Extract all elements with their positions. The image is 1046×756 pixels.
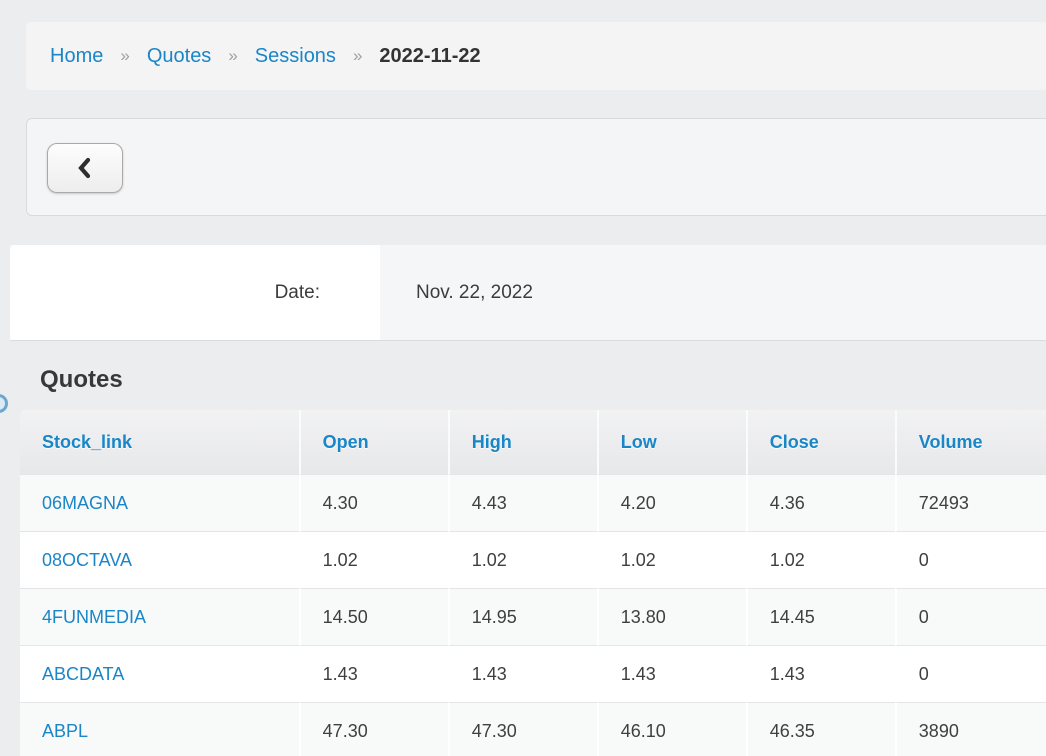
low-cell: 1.02	[596, 531, 746, 588]
breadcrumb-separator: »	[120, 46, 130, 65]
open-cell: 1.43	[298, 645, 448, 702]
table-row: ABPL 47.30 47.30 46.10 46.35 3890	[20, 702, 1046, 756]
low-cell: 1.43	[596, 645, 746, 702]
low-cell: 13.80	[596, 588, 746, 645]
low-cell: 46.10	[596, 702, 746, 756]
table-row: 08OCTAVA 1.02 1.02 1.02 1.02 0	[20, 531, 1046, 588]
stock-link[interactable]: ABPL	[42, 720, 89, 741]
date-label: Date:	[10, 245, 380, 340]
close-cell: 1.02	[745, 531, 895, 588]
date-value: Nov. 22, 2022	[416, 281, 533, 303]
column-header-high[interactable]: High	[447, 410, 597, 474]
date-detail-row: Date: Nov. 22, 2022	[10, 245, 1046, 341]
volume-cell: 3890	[894, 702, 1046, 756]
breadcrumb-separator: »	[352, 46, 363, 65]
column-header-stock-link[interactable]: Stock_link	[20, 410, 299, 474]
column-header-low[interactable]: Low	[596, 410, 746, 474]
high-cell: 1.43	[447, 645, 597, 702]
column-header-open[interactable]: Open	[298, 410, 448, 474]
chevron-left-icon	[76, 156, 94, 180]
high-cell: 47.30	[447, 702, 597, 756]
open-cell: 4.30	[298, 474, 448, 531]
table-row: 4FUNMEDIA 14.50 14.95 13.80 14.45 0	[20, 588, 1046, 645]
breadcrumb-current-page: 2022-11-22	[379, 44, 481, 67]
low-cell: 4.20	[596, 474, 746, 531]
high-cell: 14.95	[447, 588, 597, 645]
page-title: Quotes	[40, 366, 123, 393]
close-cell: 1.43	[745, 645, 895, 702]
volume-cell: 0	[894, 645, 1046, 702]
breadcrumb: Home » Quotes » Sessions » 2022-11-22	[26, 22, 1046, 90]
column-header-close[interactable]: Close	[745, 410, 895, 474]
table-row: 06MAGNA 4.30 4.43 4.20 4.36 72493	[20, 474, 1046, 531]
open-cell: 1.02	[298, 531, 448, 588]
volume-cell: 72493	[894, 474, 1046, 531]
open-cell: 47.30	[298, 702, 448, 756]
close-cell: 14.45	[745, 588, 895, 645]
partial-circle-icon	[0, 394, 8, 413]
stock-link[interactable]: 08OCTAVA	[42, 549, 133, 570]
open-cell: 14.50	[298, 588, 448, 645]
stock-link[interactable]: ABCDATA	[42, 663, 125, 684]
breadcrumb-link-quotes[interactable]: Quotes	[146, 44, 212, 67]
stock-link[interactable]: 4FUNMEDIA	[42, 606, 147, 627]
breadcrumb-link-home[interactable]: Home	[50, 44, 104, 67]
close-cell: 4.36	[745, 474, 895, 531]
table-row: ABCDATA 1.43 1.43 1.43 1.43 0	[20, 645, 1046, 702]
breadcrumb-separator: »	[228, 46, 238, 65]
back-button[interactable]	[47, 143, 123, 193]
high-cell: 1.02	[447, 531, 597, 588]
table-header-row: Stock_link Open High Low Close Volume	[20, 410, 1046, 474]
quotes-table: Stock_link Open High Low Close Volume 06…	[20, 410, 1046, 756]
high-cell: 4.43	[447, 474, 597, 531]
volume-cell: 0	[894, 588, 1046, 645]
column-header-volume[interactable]: Volume	[894, 410, 1046, 474]
toolbar-panel	[26, 118, 1046, 216]
breadcrumb-link-sessions[interactable]: Sessions	[254, 44, 336, 67]
volume-cell: 0	[894, 531, 1046, 588]
stock-link[interactable]: 06MAGNA	[42, 492, 129, 513]
close-cell: 46.35	[745, 702, 895, 756]
